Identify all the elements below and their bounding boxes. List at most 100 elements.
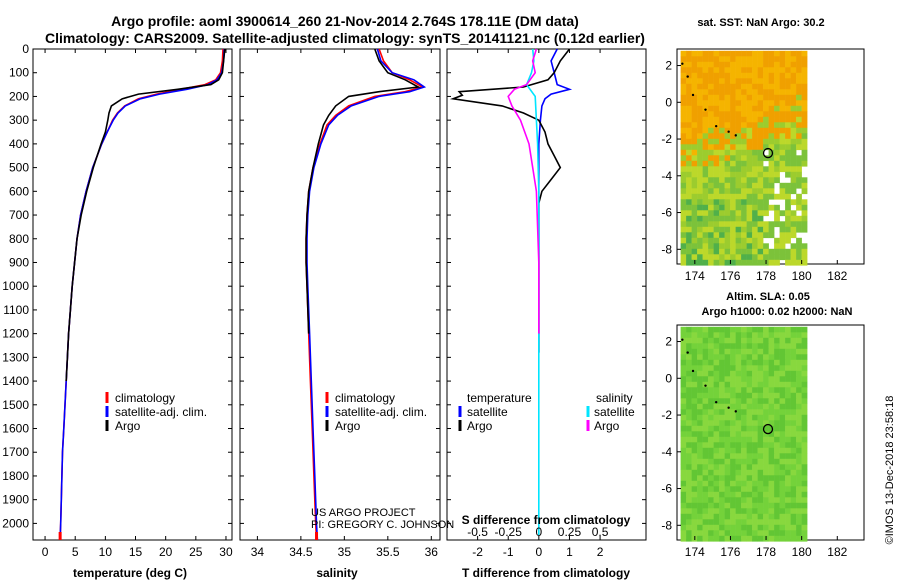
map-cell — [735, 348, 742, 355]
map-cell — [774, 122, 780, 129]
x-tick-label: 35.5 — [376, 545, 400, 559]
map-cell — [735, 409, 742, 416]
map-cell — [790, 475, 797, 482]
map-cell — [719, 398, 725, 405]
map-cell — [735, 116, 742, 123]
map-cell — [713, 83, 720, 90]
map-cell — [790, 116, 797, 123]
map-cell — [757, 105, 764, 112]
map-cell — [796, 343, 802, 350]
map-cell — [735, 78, 742, 85]
lat-tick-label: -4 — [661, 445, 672, 459]
map-cell — [774, 425, 780, 432]
map-cell — [763, 67, 769, 74]
map-cell — [779, 403, 786, 410]
map-cell — [686, 436, 692, 443]
map-cell — [757, 193, 764, 200]
map-cell — [790, 469, 797, 476]
map-cell — [790, 497, 797, 504]
map-cell — [686, 387, 692, 394]
map-cell — [790, 67, 797, 74]
temperature-legend: climatology satellite-adj. clim. Argo — [105, 391, 207, 433]
map-cell — [680, 337, 687, 344]
x2-tick-label: -0.5 — [467, 525, 488, 539]
map-cell — [708, 365, 714, 372]
map-cell — [713, 436, 720, 443]
map-cell — [779, 513, 786, 520]
map-cell — [763, 100, 769, 107]
map-cell — [779, 332, 786, 339]
map-cell — [757, 337, 764, 344]
map-cell — [746, 166, 753, 173]
depth-axis: 0100200300400500600700800900100011001200… — [2, 42, 29, 530]
map-cell — [774, 376, 780, 383]
map-cell — [763, 105, 769, 112]
x-tick-label: 35 — [338, 545, 352, 559]
map-cell — [680, 420, 687, 427]
map-cell — [785, 182, 791, 189]
map-cell — [686, 226, 692, 233]
map-cell — [735, 144, 742, 151]
map-cell — [790, 83, 797, 90]
map-cell — [796, 370, 802, 377]
map-cell — [774, 243, 780, 250]
map-cell — [763, 50, 769, 57]
salinity-legend: climatology satellite-adj. clim. Argo — [325, 391, 427, 433]
map-cell — [757, 83, 764, 90]
sla-map-field — [680, 326, 808, 542]
map-cell — [774, 420, 780, 427]
map-cell — [752, 431, 758, 438]
map-cell — [730, 199, 736, 206]
map-cell — [691, 83, 698, 90]
map-cell — [741, 94, 747, 101]
temperature-panel: 0 5 10 15 20 25 30 — [32, 48, 233, 559]
map-cell — [741, 508, 747, 515]
map-cell — [686, 326, 692, 333]
map-cell — [730, 122, 736, 129]
map-cell — [757, 111, 764, 118]
map-cell — [741, 480, 747, 487]
map-cell — [774, 166, 780, 173]
map-cell — [724, 199, 731, 206]
map-cell — [757, 61, 764, 68]
depth-tick-label: 1300 — [2, 350, 29, 364]
map-cell — [763, 166, 769, 173]
map-cell — [719, 100, 725, 107]
map-cell — [746, 100, 753, 107]
map-cell — [708, 453, 714, 460]
map-cell — [719, 188, 725, 195]
map-cell — [774, 171, 780, 178]
map-cell — [752, 56, 758, 63]
map-cell — [691, 392, 698, 399]
map-cell — [790, 453, 797, 460]
map-cell — [719, 343, 725, 350]
map-cell — [796, 403, 802, 410]
map-cell — [741, 370, 747, 377]
map-cell — [768, 403, 775, 410]
map-cell — [730, 188, 736, 195]
map-cell — [724, 475, 731, 482]
map-cell — [697, 442, 703, 449]
map-cell — [801, 381, 808, 388]
map-cell — [796, 94, 802, 101]
map-cell — [741, 78, 747, 85]
map-cell — [741, 193, 747, 200]
map-cell — [697, 409, 703, 416]
map-cell — [785, 160, 791, 167]
map-cell — [713, 403, 720, 410]
series-line-satelliteadjclim — [59, 48, 225, 541]
map-cell — [752, 243, 758, 250]
map-cell — [713, 376, 720, 383]
map-cell — [801, 519, 808, 526]
map-cell — [763, 431, 769, 438]
map-cell — [801, 398, 808, 405]
map-cell — [724, 67, 731, 74]
map-cell — [757, 72, 764, 79]
map-cell — [741, 475, 747, 482]
map-cell — [697, 464, 703, 471]
map-cell — [741, 248, 747, 255]
map-cell — [768, 398, 775, 405]
map-cell — [719, 409, 725, 416]
map-cell — [785, 67, 791, 74]
map-cell — [768, 248, 775, 255]
